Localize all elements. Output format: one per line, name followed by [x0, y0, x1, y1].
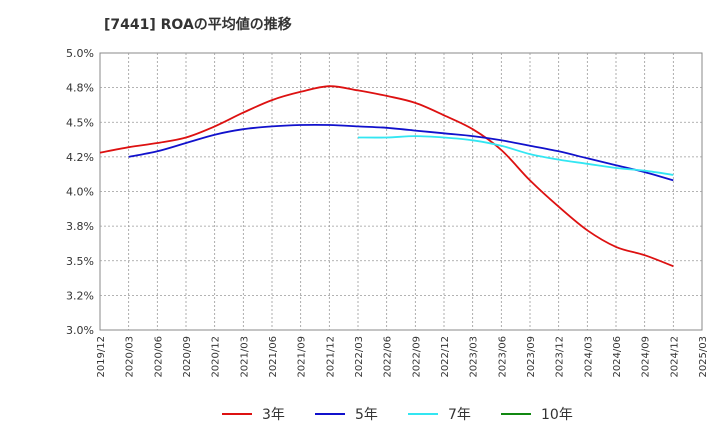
x-tick-label: 2020/09 — [182, 336, 193, 378]
x-tick-label: 2024/03 — [583, 336, 594, 378]
legend: 3年 5年 7年 10年 — [222, 407, 573, 423]
y-tick-label: 3.8% — [66, 220, 94, 233]
legend-label: 7年 — [448, 407, 471, 423]
y-tick-label: 3.5% — [66, 255, 94, 268]
x-axis-ticks: 2019/12 2020/03 2020/06 2020/09 2020/12 2021/… — [96, 336, 709, 378]
y-tick-label: 3.2% — [66, 289, 94, 302]
series-lines — [99, 85, 674, 268]
series-line-3年 — [99, 85, 674, 268]
legend-label: 3年 — [262, 407, 285, 423]
x-tick-label: 2023/12 — [555, 336, 566, 378]
x-tick-label: 2023/09 — [526, 336, 537, 378]
x-tick-label: 2019/12 — [96, 336, 107, 378]
y-tick-label: 4.5% — [66, 116, 94, 129]
x-tick-label: 2024/09 — [641, 336, 652, 378]
x-tick-label: 2024/06 — [612, 336, 623, 378]
x-tick-label: 2025/03 — [698, 336, 709, 378]
x-tick-label: 2021/09 — [297, 336, 308, 378]
x-tick-label: 2023/03 — [469, 336, 480, 378]
legend-label: 5年 — [355, 407, 378, 423]
x-tick-label: 2022/09 — [411, 336, 422, 378]
x-tick-label: 2022/03 — [354, 336, 365, 378]
x-tick-label: 2021/12 — [325, 336, 336, 378]
x-tick-label: 2021/03 — [239, 336, 250, 378]
x-tick-label: 2022/12 — [440, 336, 451, 378]
y-axis-ticks: 5.0% 4.8% 4.5% 4.2% 4.0% 3.8% 3.5% 3.2% 3.0% — [66, 47, 94, 337]
x-tick-label: 2024/12 — [669, 336, 680, 378]
grid-lines — [100, 53, 702, 330]
x-tick-label: 2022/06 — [383, 336, 394, 378]
y-tick-label: 4.0% — [66, 186, 94, 199]
x-tick-label: 2020/06 — [153, 336, 164, 378]
legend-label: 10年 — [541, 407, 573, 423]
x-tick-label: 2020/03 — [125, 336, 136, 378]
x-tick-label: 2020/12 — [211, 336, 222, 378]
chart-title: [7441] ROAの平均値の推移 — [104, 17, 292, 33]
y-tick-label: 3.0% — [66, 324, 94, 337]
y-tick-label: 4.2% — [66, 151, 94, 164]
series-line-5年 — [128, 123, 674, 182]
y-tick-label: 5.0% — [66, 47, 94, 60]
y-tick-label: 4.8% — [66, 82, 94, 95]
series-line-7年 — [357, 135, 674, 176]
x-tick-label: 2021/06 — [268, 336, 279, 378]
x-tick-label: 2023/06 — [497, 336, 508, 378]
